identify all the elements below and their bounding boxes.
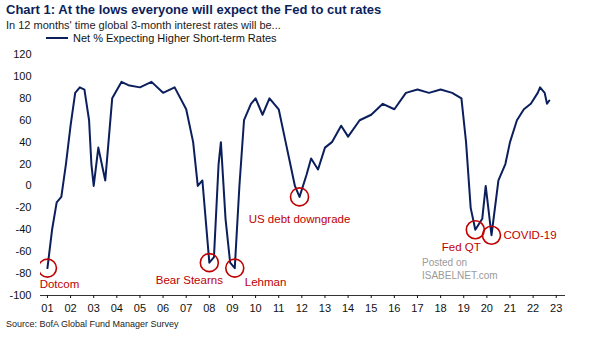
- svg-text:Lehman: Lehman: [245, 276, 287, 288]
- svg-text:18: 18: [434, 302, 446, 314]
- svg-text:-40: -40: [16, 223, 32, 235]
- svg-text:02: 02: [64, 302, 76, 314]
- svg-text:21: 21: [504, 302, 516, 314]
- svg-text:80: 80: [19, 92, 31, 104]
- svg-text:22: 22: [527, 302, 539, 314]
- svg-text:17: 17: [411, 302, 423, 314]
- html-text:Chart 1: At the lows everyone: Chart 1: At the lows everyone will expec…: [6, 2, 382, 17]
- svg-text:08: 08: [203, 302, 215, 314]
- html-text:Posted on: Posted on: [422, 257, 467, 268]
- svg-text:-80: -80: [16, 267, 32, 279]
- svg-text:16: 16: [388, 302, 400, 314]
- svg-text:12: 12: [296, 302, 308, 314]
- svg-text:19: 19: [458, 302, 470, 314]
- svg-text:13: 13: [319, 302, 331, 314]
- svg-text:09: 09: [226, 302, 238, 314]
- svg-text:120: 120: [13, 48, 31, 60]
- svg-text:Fed QT: Fed QT: [442, 241, 481, 253]
- html-text:In 12 months' time global 3-mo: In 12 months' time global 3-month intere…: [6, 19, 281, 31]
- svg-text:US debt downgrade: US debt downgrade: [249, 213, 351, 225]
- svg-text:20: 20: [19, 158, 31, 170]
- svg-text:15: 15: [365, 302, 377, 314]
- svg-text:01: 01: [41, 302, 53, 314]
- html-text:Net % Expecting Higher Short-t: Net % Expecting Higher Short-term Rates: [73, 32, 277, 44]
- svg-text:14: 14: [342, 302, 354, 314]
- svg-text:10: 10: [249, 302, 261, 314]
- svg-text:20: 20: [481, 302, 493, 314]
- svg-text:COVID-19: COVID-19: [503, 229, 556, 241]
- svg-text:07: 07: [180, 302, 192, 314]
- svg-text:100: 100: [13, 70, 31, 82]
- svg-text:60: 60: [19, 114, 31, 126]
- svg-text:40: 40: [19, 136, 31, 148]
- html-text:ISABELNET.com: ISABELNET.com: [422, 270, 498, 281]
- html-text:Source: BofA Global Fund Manag: Source: BofA Global Fund Manager Survey: [6, 319, 179, 329]
- svg-text:03: 03: [88, 302, 100, 314]
- svg-text:11: 11: [273, 302, 284, 314]
- svg-text:06: 06: [157, 302, 169, 314]
- svg-text:04: 04: [111, 302, 123, 314]
- svg-text:-60: -60: [16, 245, 32, 257]
- svg-text:05: 05: [134, 302, 146, 314]
- svg-text:0: 0: [25, 179, 31, 191]
- svg-text:-100: -100: [9, 289, 31, 301]
- svg-text:Bear Stearns: Bear Stearns: [156, 274, 223, 286]
- svg-text:-20: -20: [16, 201, 32, 213]
- svg-text:Dotcom: Dotcom: [40, 278, 80, 290]
- svg-text:23: 23: [550, 302, 562, 314]
